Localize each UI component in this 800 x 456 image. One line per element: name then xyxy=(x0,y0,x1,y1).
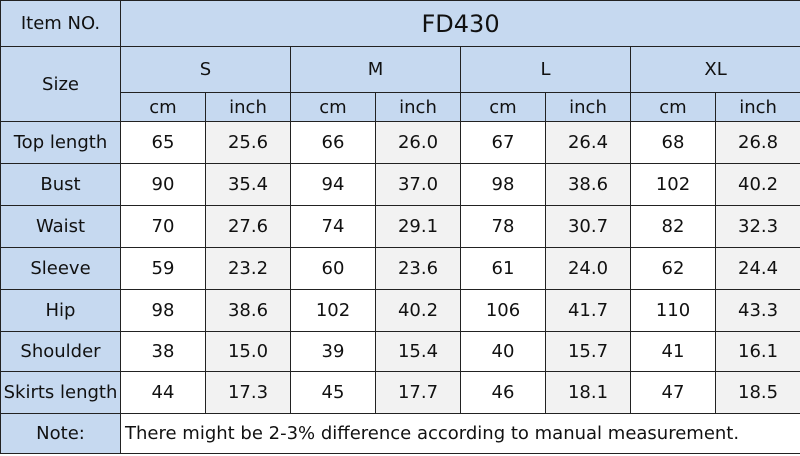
unit-label: cm xyxy=(630,92,716,122)
cell: 94 xyxy=(290,163,376,206)
cell: 40.2 xyxy=(375,289,461,332)
unit-label: inch xyxy=(545,92,631,122)
cell: 102 xyxy=(290,289,376,332)
cell: 18.5 xyxy=(714,371,800,414)
cell: 32.3 xyxy=(714,205,800,248)
row-label: Shoulder xyxy=(0,331,121,372)
cell: 17.3 xyxy=(205,371,291,414)
cell: 29.1 xyxy=(375,205,461,248)
unit-label: inch xyxy=(375,92,461,122)
cell: 41 xyxy=(630,331,716,372)
item-label: Item NO. xyxy=(0,0,121,47)
cell: 110 xyxy=(630,289,716,332)
cell: 61 xyxy=(460,247,546,290)
row-label: Waist xyxy=(0,205,121,248)
size-name: L xyxy=(460,46,631,93)
cell: 102 xyxy=(630,163,716,206)
cell: 40 xyxy=(460,331,546,372)
cell: 74 xyxy=(290,205,376,248)
size-name: M xyxy=(290,46,461,93)
cell: 40.2 xyxy=(714,163,800,206)
cell: 66 xyxy=(290,121,376,164)
table-row: Waist 70 27.6 74 29.1 78 30.7 82 32.3 xyxy=(0,205,800,248)
cell: 98 xyxy=(120,289,206,332)
cell: 67 xyxy=(460,121,546,164)
cell: 38.6 xyxy=(205,289,291,332)
cell: 98 xyxy=(460,163,546,206)
note-label: Note: xyxy=(0,413,121,454)
cell: 68 xyxy=(630,121,716,164)
size-name: S xyxy=(120,46,291,93)
cell: 26.0 xyxy=(375,121,461,164)
cell: 43.3 xyxy=(714,289,800,332)
cell: 70 xyxy=(120,205,206,248)
table-row: Item NO. FD430 xyxy=(0,0,800,47)
cell: 106 xyxy=(460,289,546,332)
cell: 27.6 xyxy=(205,205,291,248)
cell: 46 xyxy=(460,371,546,414)
cell: 18.1 xyxy=(545,371,631,414)
cell: 82 xyxy=(630,205,716,248)
cell: 78 xyxy=(460,205,546,248)
cell: 26.8 xyxy=(714,121,800,164)
unit-label: cm xyxy=(460,92,546,122)
cell: 15.0 xyxy=(205,331,291,372)
cell: 60 xyxy=(290,247,376,290)
row-label: Sleeve xyxy=(0,247,121,290)
cell: 15.7 xyxy=(545,331,631,372)
cell: 37.0 xyxy=(375,163,461,206)
table-row: Hip 98 38.6 102 40.2 106 41.7 110 43.3 xyxy=(0,289,800,332)
cell: 62 xyxy=(630,247,716,290)
cell: 90 xyxy=(120,163,206,206)
note-text: There might be 2-3% difference according… xyxy=(119,413,800,454)
item-value: FD430 xyxy=(119,0,800,47)
cell: 23.6 xyxy=(375,247,461,290)
cell: 24.4 xyxy=(714,247,800,290)
unit-label: inch xyxy=(205,92,291,122)
cell: 59 xyxy=(120,247,206,290)
unit-label: cm xyxy=(290,92,376,122)
cell: 38 xyxy=(120,331,206,372)
cell: 15.4 xyxy=(375,331,461,372)
size-name: XL xyxy=(629,46,800,93)
cell: 44 xyxy=(120,371,206,414)
row-label: Top length xyxy=(0,121,121,164)
cell: 25.6 xyxy=(205,121,291,164)
table-row: Skirts length 44 17.3 45 17.7 46 18.1 47 18.5 xyxy=(0,371,800,414)
table-row: Top length 65 25.6 66 26.0 67 26.4 68 26.8 xyxy=(0,121,800,164)
size-label: Size xyxy=(0,46,121,122)
cell: 47 xyxy=(630,371,716,414)
cell: 65 xyxy=(120,121,206,164)
table-row: cm inch cm inch cm inch cm inch xyxy=(1,92,800,122)
row-label: Hip xyxy=(0,289,121,332)
unit-label: cm xyxy=(120,92,206,122)
unit-label: inch xyxy=(714,92,800,122)
cell: 38.6 xyxy=(545,163,631,206)
row-label: Bust xyxy=(0,163,121,206)
cell: 35.4 xyxy=(205,163,291,206)
table-row: Shoulder 38 15.0 39 15.4 40 15.7 41 16.1 xyxy=(0,331,800,372)
cell: 26.4 xyxy=(545,121,631,164)
cell: 23.2 xyxy=(205,247,291,290)
table-row: Sleeve 59 23.2 60 23.6 61 24.0 62 24.4 xyxy=(0,247,800,290)
table-row: Size S M L XL xyxy=(0,46,800,122)
cell: 41.7 xyxy=(545,289,631,332)
row-label: Skirts length xyxy=(0,371,121,414)
cell: 17.7 xyxy=(375,371,461,414)
cell: 30.7 xyxy=(545,205,631,248)
cell: 39 xyxy=(290,331,376,372)
table-row: Bust 90 35.4 94 37.0 98 38.6 102 40.2 xyxy=(0,163,800,206)
cell: 16.1 xyxy=(714,331,800,372)
cell: 24.0 xyxy=(545,247,631,290)
table-row: Note: There might be 2-3% difference acco… xyxy=(0,413,800,454)
cell: 45 xyxy=(290,371,376,414)
